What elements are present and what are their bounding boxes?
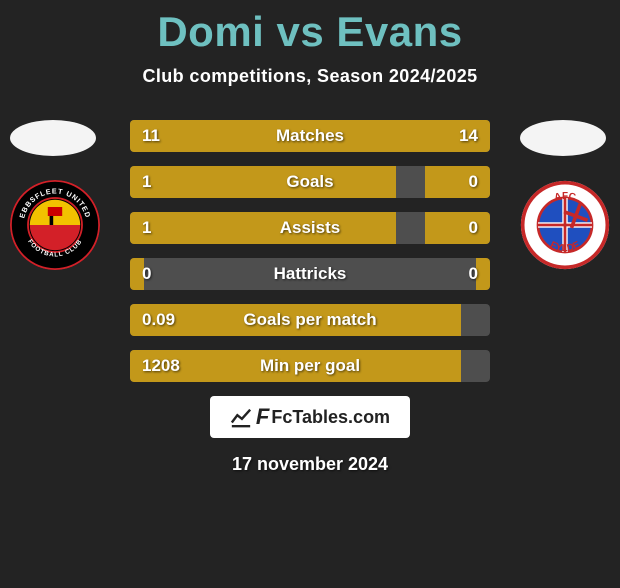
stat-row: 0.09Goals per match bbox=[130, 304, 490, 336]
flag-left bbox=[10, 120, 96, 156]
footer-date: 17 november 2024 bbox=[0, 454, 620, 475]
stat-row: 1208Min per goal bbox=[130, 350, 490, 382]
stat-row: 00Hattricks bbox=[130, 258, 490, 290]
stat-label: Min per goal bbox=[130, 350, 490, 382]
flag-right bbox=[520, 120, 606, 156]
stat-row: 10Assists bbox=[130, 212, 490, 244]
player-left-badges: EBBSFLEET UNITED FOOTBALL CLUB bbox=[10, 120, 100, 270]
site-logo: FFcTables.com bbox=[210, 396, 410, 438]
stat-label: Matches bbox=[130, 120, 490, 152]
chart-icon bbox=[230, 406, 252, 428]
stats-table: 1114Matches 10Goals 10Assists 00Hattricks 0.… bbox=[130, 120, 490, 396]
crest-left-svg: EBBSFLEET UNITED FOOTBALL CLUB bbox=[10, 180, 100, 270]
stat-row: 1114Matches bbox=[130, 120, 490, 152]
site-name: FcTables.com bbox=[271, 407, 390, 428]
page-title: Domi vs Evans bbox=[0, 8, 620, 56]
page-subtitle: Club competitions, Season 2024/2025 bbox=[0, 66, 620, 87]
club-crest-left: EBBSFLEET UNITED FOOTBALL CLUB bbox=[10, 180, 100, 270]
club-crest-right: AFC FYLDE bbox=[520, 180, 610, 270]
stat-label: Goals bbox=[130, 166, 490, 198]
svg-text:AFC: AFC bbox=[553, 191, 576, 203]
player-right-badges: AFC FYLDE bbox=[520, 120, 610, 270]
stat-label: Hattricks bbox=[130, 258, 490, 290]
stat-label: Goals per match bbox=[130, 304, 490, 336]
crest-right-svg: AFC FYLDE bbox=[520, 180, 610, 270]
stat-label: Assists bbox=[130, 212, 490, 244]
stat-row: 10Goals bbox=[130, 166, 490, 198]
